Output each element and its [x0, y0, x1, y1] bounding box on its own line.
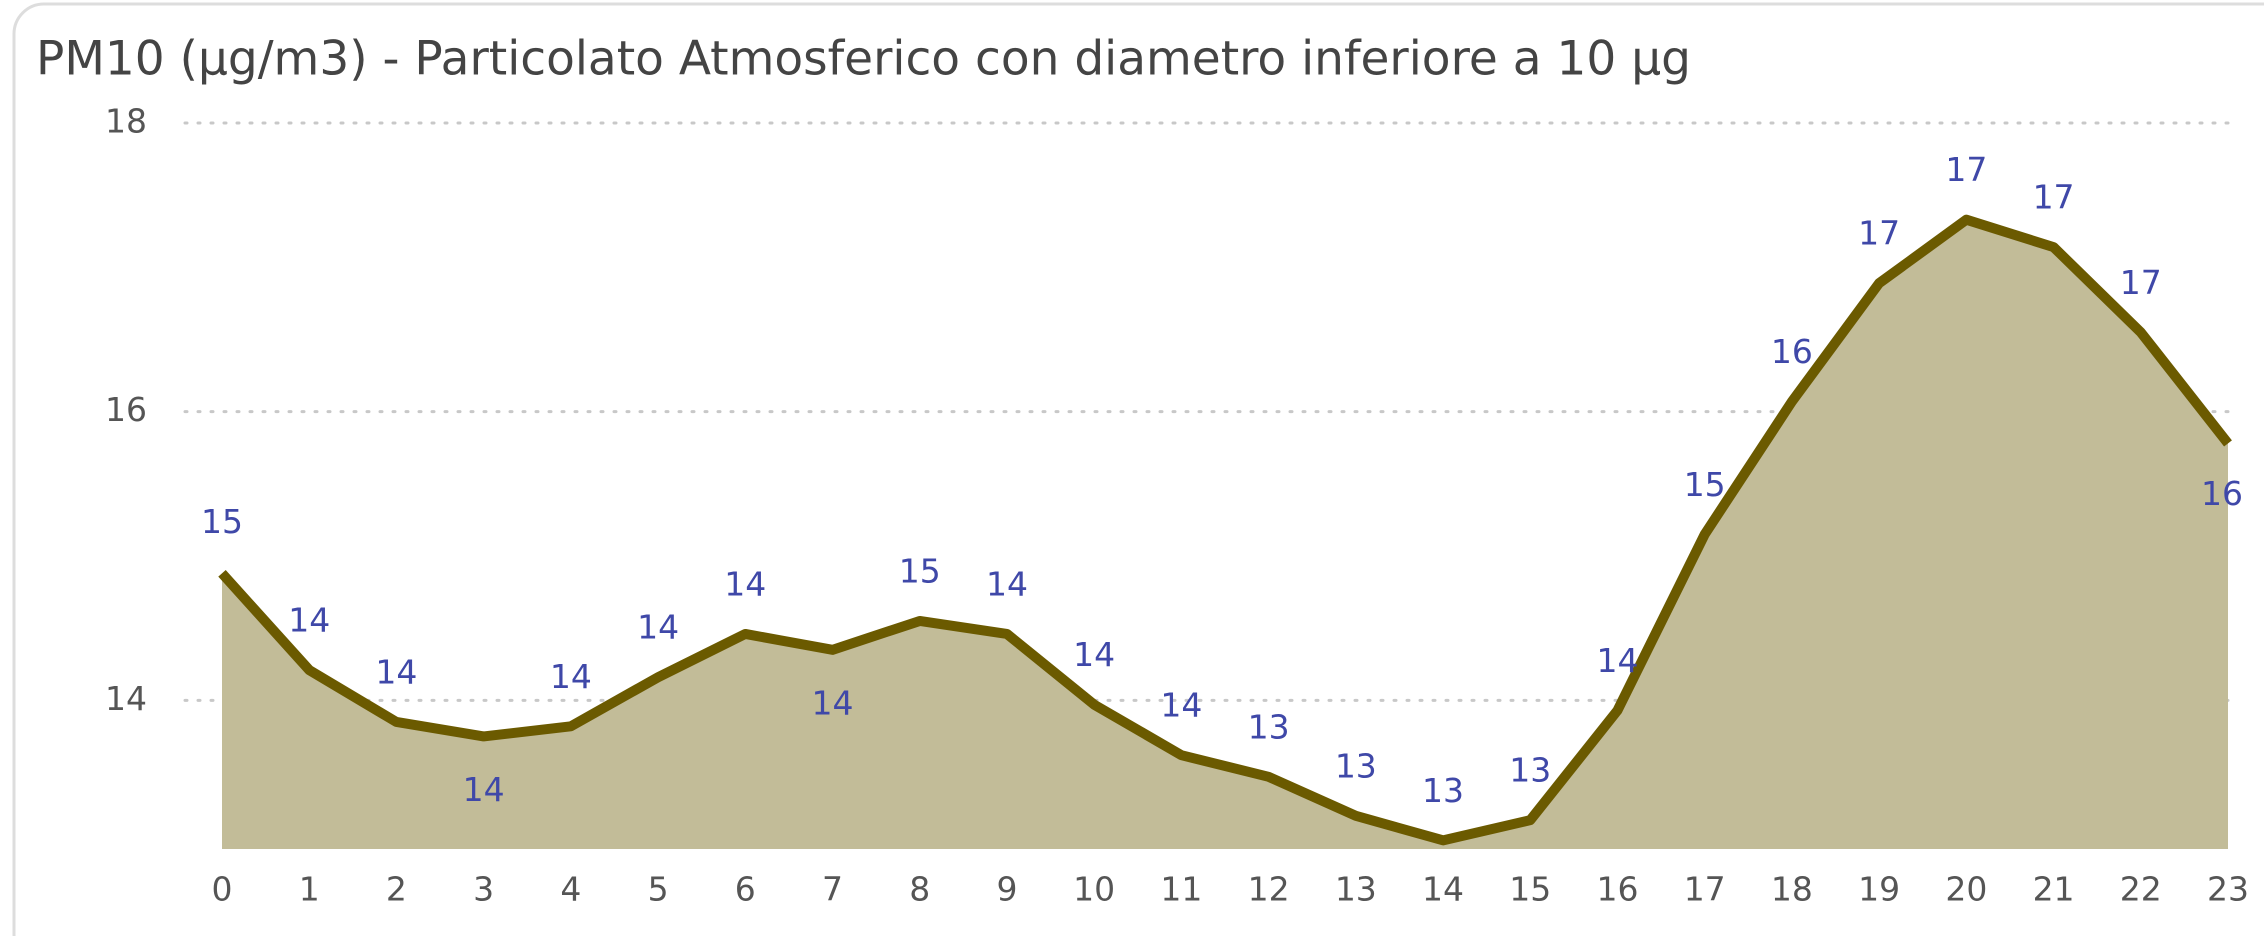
chart-title: PM10 (µg/m3) - Particolato Atmosferico c… [36, 32, 1691, 87]
data-label: 14 [1596, 641, 1638, 680]
data-label: 15 [201, 502, 243, 541]
x-tick-label: 6 [735, 870, 756, 909]
x-tick-label: 5 [648, 870, 669, 909]
y-tick-label: 18 [105, 102, 147, 141]
line [218, 214, 2232, 846]
data-label: 15 [899, 551, 941, 590]
x-tick-label: 10 [1073, 870, 1115, 909]
x-tick-label: 23 [2207, 870, 2249, 909]
data-label: 14 [463, 770, 505, 809]
area [222, 219, 2228, 849]
x-tick-label: 13 [1335, 870, 1377, 909]
x-tick-label: 7 [822, 870, 843, 909]
x-tick-label: 14 [1422, 870, 1464, 909]
x-tick-label: 21 [2033, 870, 2075, 909]
data-label: 14 [724, 564, 766, 603]
x-tick-label: 9 [996, 870, 1017, 909]
data-label: 14 [288, 601, 330, 640]
x-tick-label: 3 [473, 870, 494, 909]
data-label: 13 [1248, 707, 1290, 746]
x-tick-label: 12 [1248, 870, 1290, 909]
data-label: 15 [1684, 465, 1726, 504]
data-label: 13 [1422, 771, 1464, 810]
x-tick-label: 4 [560, 870, 581, 909]
x-tick-label: 2 [386, 870, 407, 909]
x-tick-label: 11 [1160, 870, 1202, 909]
x-tick-label: 20 [1945, 870, 1987, 909]
x-tick-label: 0 [212, 870, 233, 909]
x-tick-label: 16 [1596, 870, 1638, 909]
data-label: 14 [1160, 686, 1202, 725]
data-label: 14 [550, 657, 592, 696]
data-label: 14 [1073, 635, 1115, 674]
x-tick-label: 8 [909, 870, 930, 909]
x-tick-label: 15 [1509, 870, 1551, 909]
data-label: 17 [1945, 150, 1987, 189]
data-label: 13 [1335, 746, 1377, 785]
data-label: 16 [1771, 332, 1813, 371]
data-label: 14 [637, 608, 679, 647]
y-tick-label: 14 [105, 679, 147, 718]
x-tick-label: 19 [1858, 870, 1900, 909]
data-label: 14 [986, 564, 1028, 603]
data-label: 17 [2120, 263, 2162, 302]
data-label: 17 [2033, 178, 2075, 217]
data-label: 14 [812, 683, 854, 722]
x-tick-label: 17 [1684, 870, 1726, 909]
data-label: 14 [375, 652, 417, 691]
x-tick-label: 22 [2120, 870, 2162, 909]
x-tick-label: 1 [299, 870, 320, 909]
x-tick-label: 18 [1771, 870, 1813, 909]
y-tick-label: 16 [105, 390, 147, 429]
data-label: 13 [1509, 751, 1551, 790]
data-label: 17 [1858, 214, 1900, 253]
data-label: 16 [2201, 474, 2243, 513]
